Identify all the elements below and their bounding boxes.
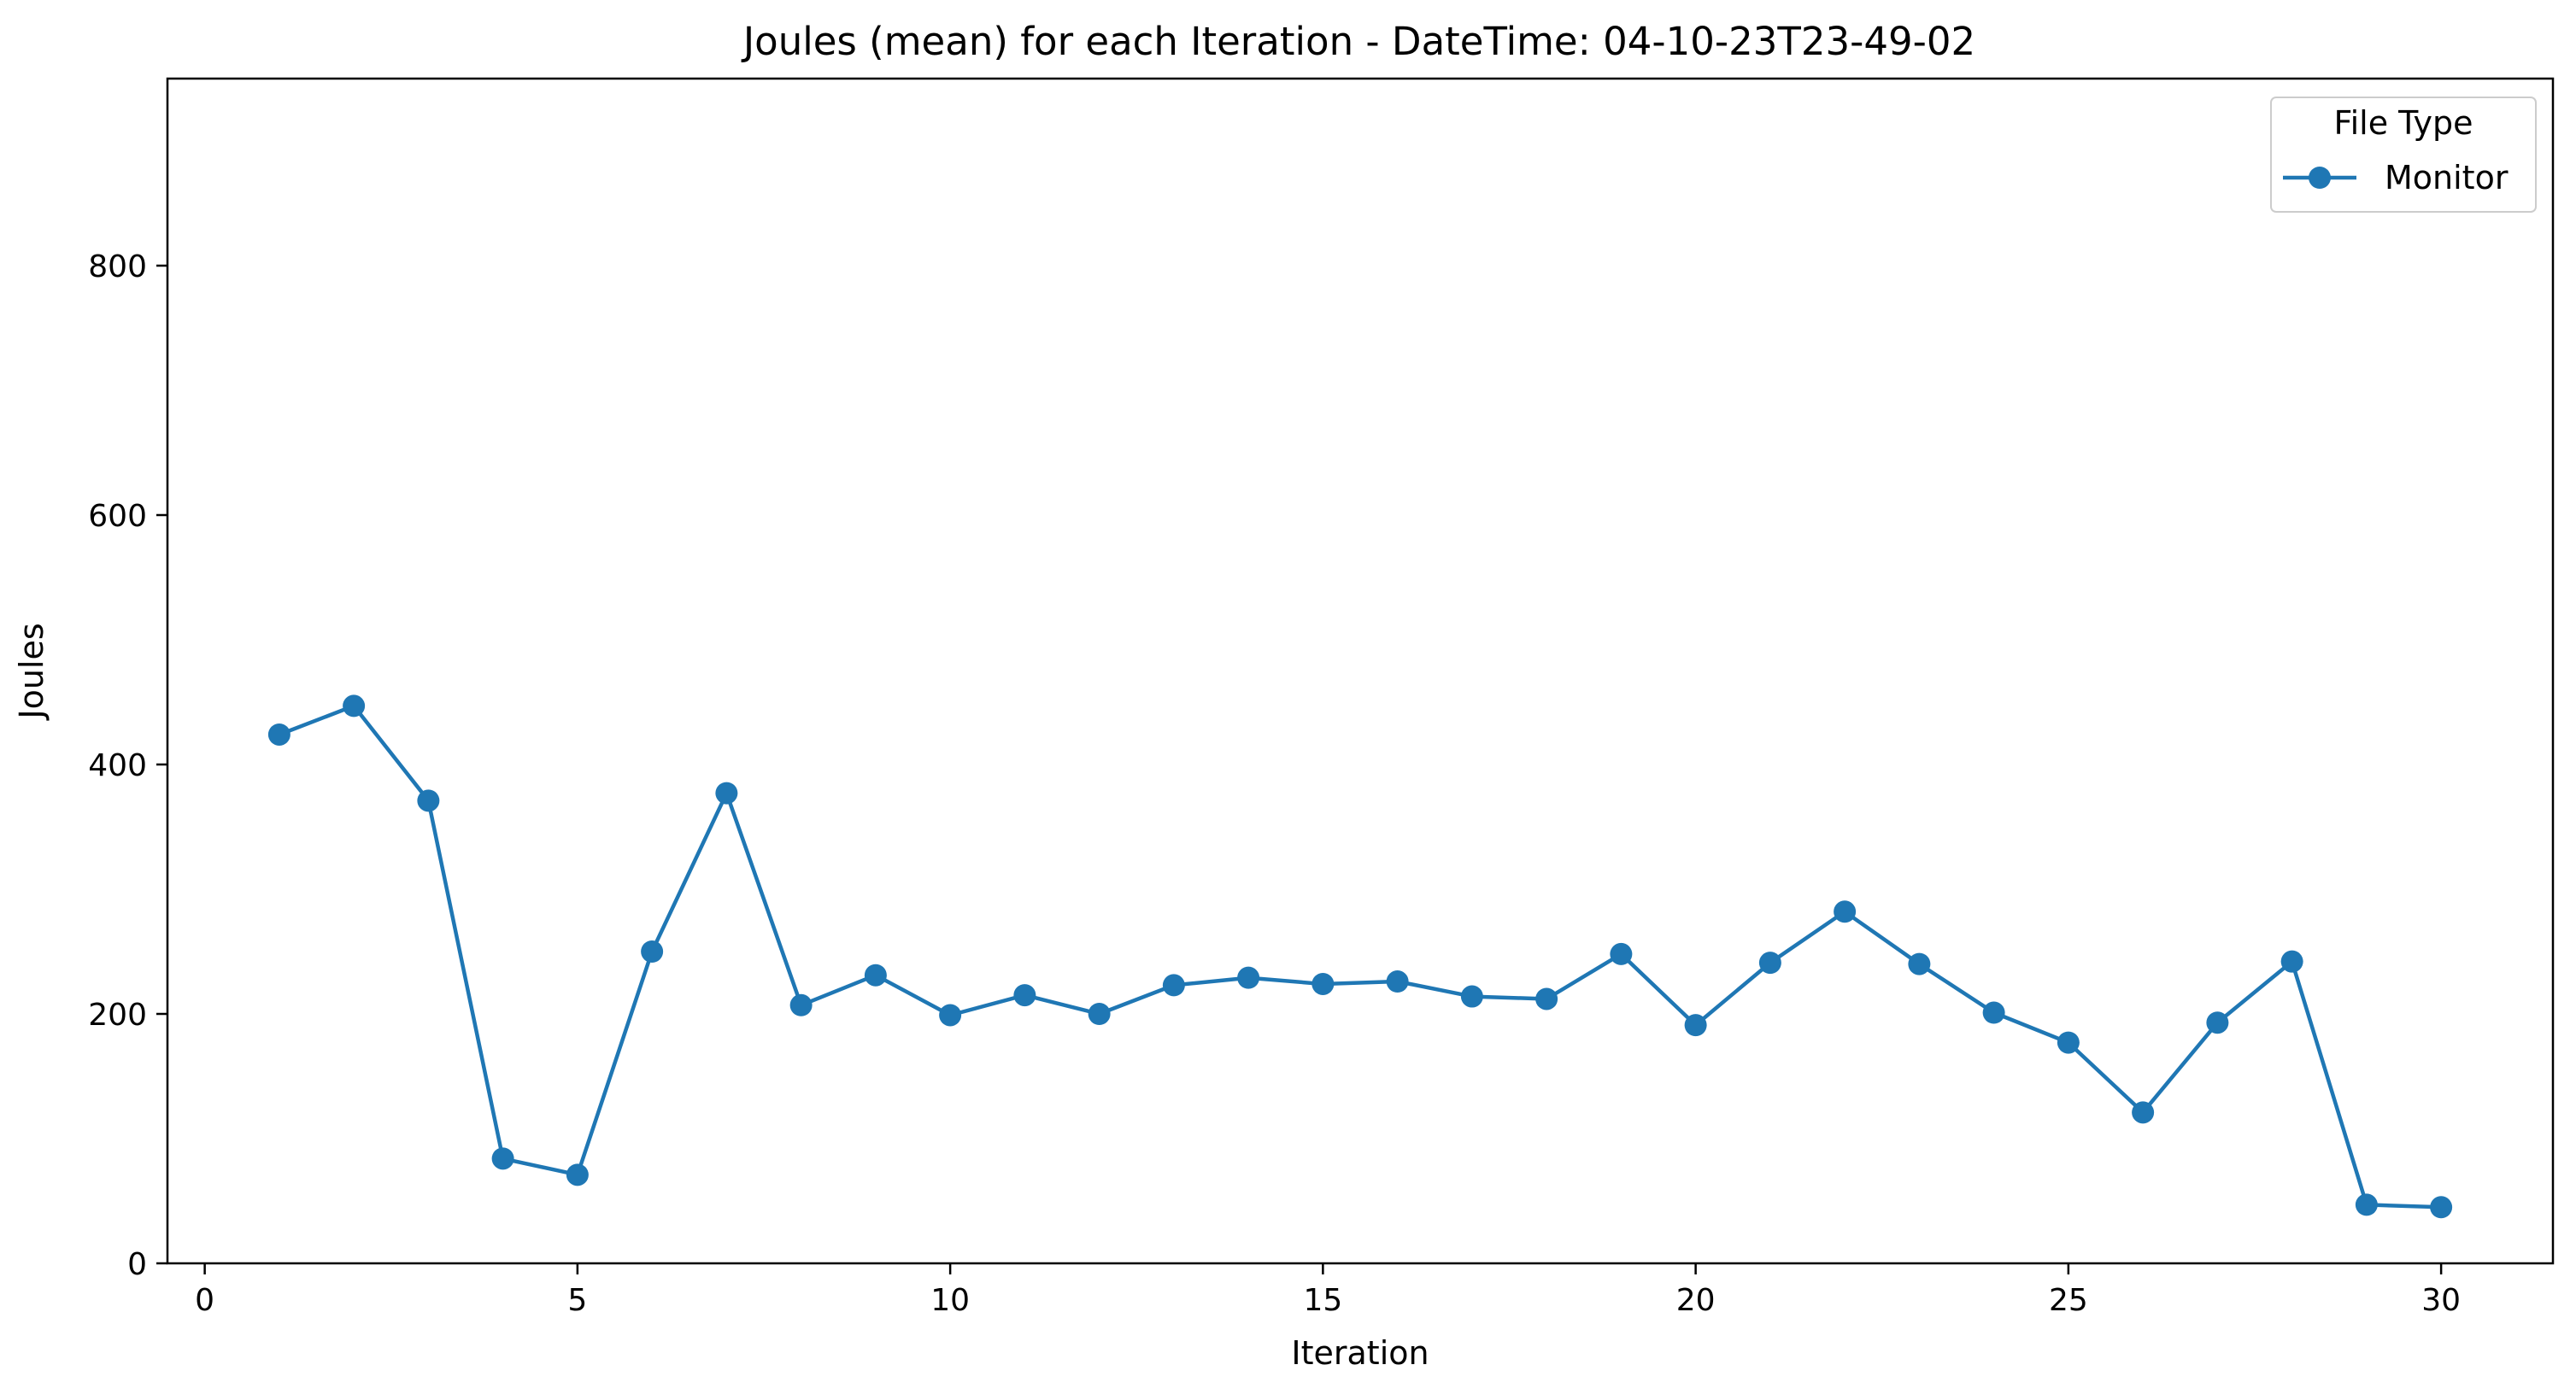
x-tick-label: 30	[2421, 1283, 2461, 1318]
data-point	[1834, 900, 1857, 923]
data-point	[491, 1147, 514, 1170]
data-point	[1610, 942, 1633, 965]
series-line	[279, 704, 2442, 1210]
data-point	[864, 964, 887, 987]
data-point	[1162, 974, 1185, 997]
data-point	[2355, 1193, 2378, 1216]
data-point	[789, 993, 813, 1016]
data-point	[1758, 952, 1781, 975]
legend-title: File Type	[2334, 104, 2473, 142]
y-axis: 0 200 400 600 800	[88, 249, 167, 1282]
data-point	[417, 789, 440, 812]
data-point	[2057, 1031, 2080, 1054]
y-tick-label: 200	[88, 998, 147, 1033]
legend-box	[2270, 97, 2537, 213]
plot-area	[267, 694, 2453, 1219]
data-point	[2430, 1196, 2453, 1219]
data-point	[566, 1163, 589, 1186]
x-tick-label: 20	[1676, 1283, 1716, 1318]
data-point	[1908, 952, 1931, 975]
x-axis: 0 5 10 15 20 25 30	[195, 1263, 2461, 1318]
x-tick-label: 5	[567, 1283, 587, 1318]
y-tick-label: 600	[88, 499, 147, 534]
legend-marker-swatch	[2309, 167, 2331, 189]
data-point	[1460, 985, 1483, 1008]
data-point	[2132, 1101, 2155, 1124]
x-tick-label: 10	[930, 1283, 970, 1318]
legend-series-label: Monitor	[2385, 159, 2509, 196]
data-point	[1982, 1001, 2005, 1024]
data-point	[343, 694, 366, 718]
y-tick-label: 800	[88, 249, 147, 284]
data-point	[2206, 1011, 2229, 1034]
data-point	[1088, 1003, 1111, 1025]
x-tick-label: 15	[1303, 1283, 1342, 1318]
data-point	[1013, 984, 1036, 1007]
data-point	[1311, 972, 1335, 995]
y-tick-label: 0	[127, 1247, 147, 1282]
data-point	[1684, 1014, 1707, 1037]
data-point	[267, 723, 290, 746]
chart-title: Joules (mean) for each Iteration - DateT…	[741, 19, 1975, 64]
legend: File Type Monitor	[2270, 97, 2537, 213]
y-tick-label: 400	[88, 748, 147, 783]
x-tick-label: 0	[195, 1283, 214, 1318]
data-point	[2280, 950, 2303, 973]
data-point	[715, 782, 738, 805]
data-point	[939, 1004, 962, 1027]
data-point	[1386, 970, 1409, 993]
plot-frame	[166, 77, 2555, 1265]
data-point	[641, 940, 664, 963]
x-tick-label: 25	[2049, 1283, 2088, 1318]
x-axis-label: Iteration	[1291, 1334, 1429, 1372]
y-axis-label: Joules	[13, 623, 50, 720]
data-point	[1237, 966, 1260, 989]
data-point	[1535, 987, 1558, 1010]
